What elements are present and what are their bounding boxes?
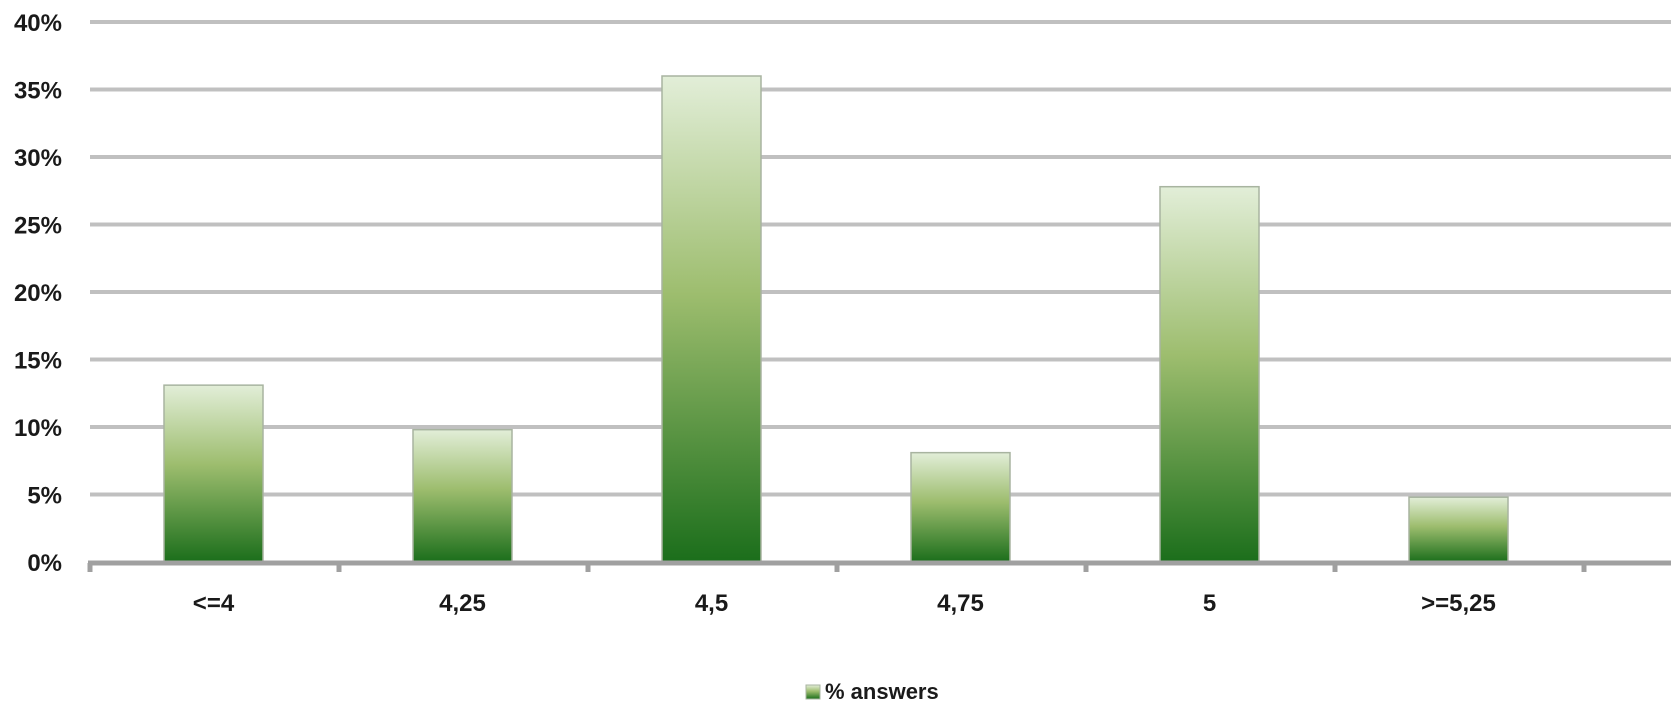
x-tick-label: <=4: [193, 590, 235, 617]
bar-2: [661, 75, 762, 563]
y-tick-label: 20%: [14, 280, 62, 307]
x-tick-label: 5: [1203, 590, 1216, 617]
x-tick-label: 4,5: [695, 590, 728, 617]
bars: [163, 75, 1509, 563]
y-tick-label: 25%: [14, 213, 62, 240]
x-tick-label: 4,75: [937, 590, 984, 617]
x-axis-tick-labels: <=4 4,25 4,5 4,75 5 >=5,25: [193, 590, 1496, 617]
y-tick-label: 5%: [27, 483, 62, 510]
legend: % answers: [805, 679, 939, 702]
legend-label-answers: % answers: [825, 679, 939, 702]
bar-0: [163, 384, 264, 563]
x-axis: [87, 560, 1671, 572]
y-tick-label: 10%: [14, 415, 62, 442]
x-tick-label: 4,25: [439, 590, 486, 617]
bar-4: [1159, 185, 1260, 563]
y-tick-label: 15%: [14, 348, 62, 375]
x-tick-label: >=5,25: [1421, 590, 1496, 617]
y-tick-label: 0%: [27, 550, 62, 577]
bar-1: [412, 428, 513, 563]
y-tick-label: 35%: [14, 78, 62, 105]
legend-swatch: [805, 684, 821, 700]
bar-3: [910, 451, 1011, 563]
y-tick-label: 40%: [14, 10, 62, 37]
bar-5: [1408, 496, 1509, 563]
y-axis-tick-labels: 0% 5% 10% 15% 20% 25% 30% 35% 40%: [14, 10, 62, 577]
y-tick-label: 30%: [14, 145, 62, 172]
gridlines: [90, 20, 1671, 497]
